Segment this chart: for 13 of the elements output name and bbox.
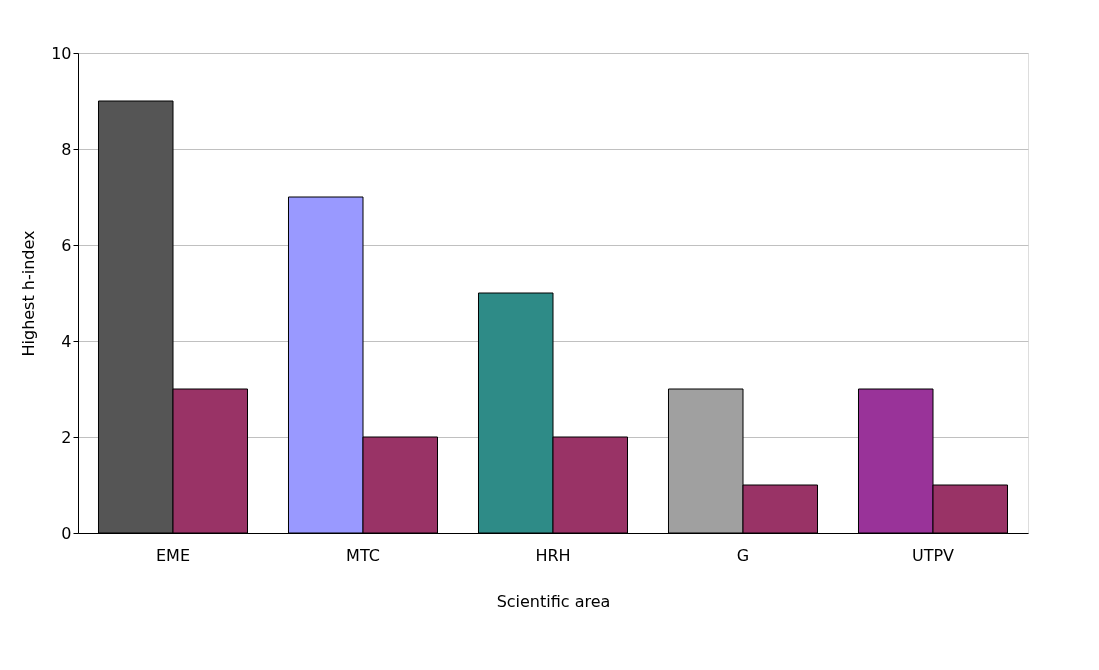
y-tick-label: 8 [61, 139, 72, 159]
y-axis-title: Highest h-index [19, 230, 39, 357]
x-tick-label: HRH [535, 545, 571, 565]
y-tick-label: 10 [51, 43, 72, 63]
x-tick-label: UTPV [911, 545, 955, 565]
y-tick-label: 0 [61, 523, 72, 543]
x-tick-label: G [736, 545, 750, 565]
x-axis-title: Scientific area [496, 591, 611, 611]
y-tick-label: 6 [61, 235, 72, 255]
y-tick-label: 4 [61, 331, 72, 351]
x-tick-label: MTC [346, 545, 380, 565]
y-tick-label: 2 [61, 427, 72, 447]
x-tick-label: EME [155, 545, 191, 565]
